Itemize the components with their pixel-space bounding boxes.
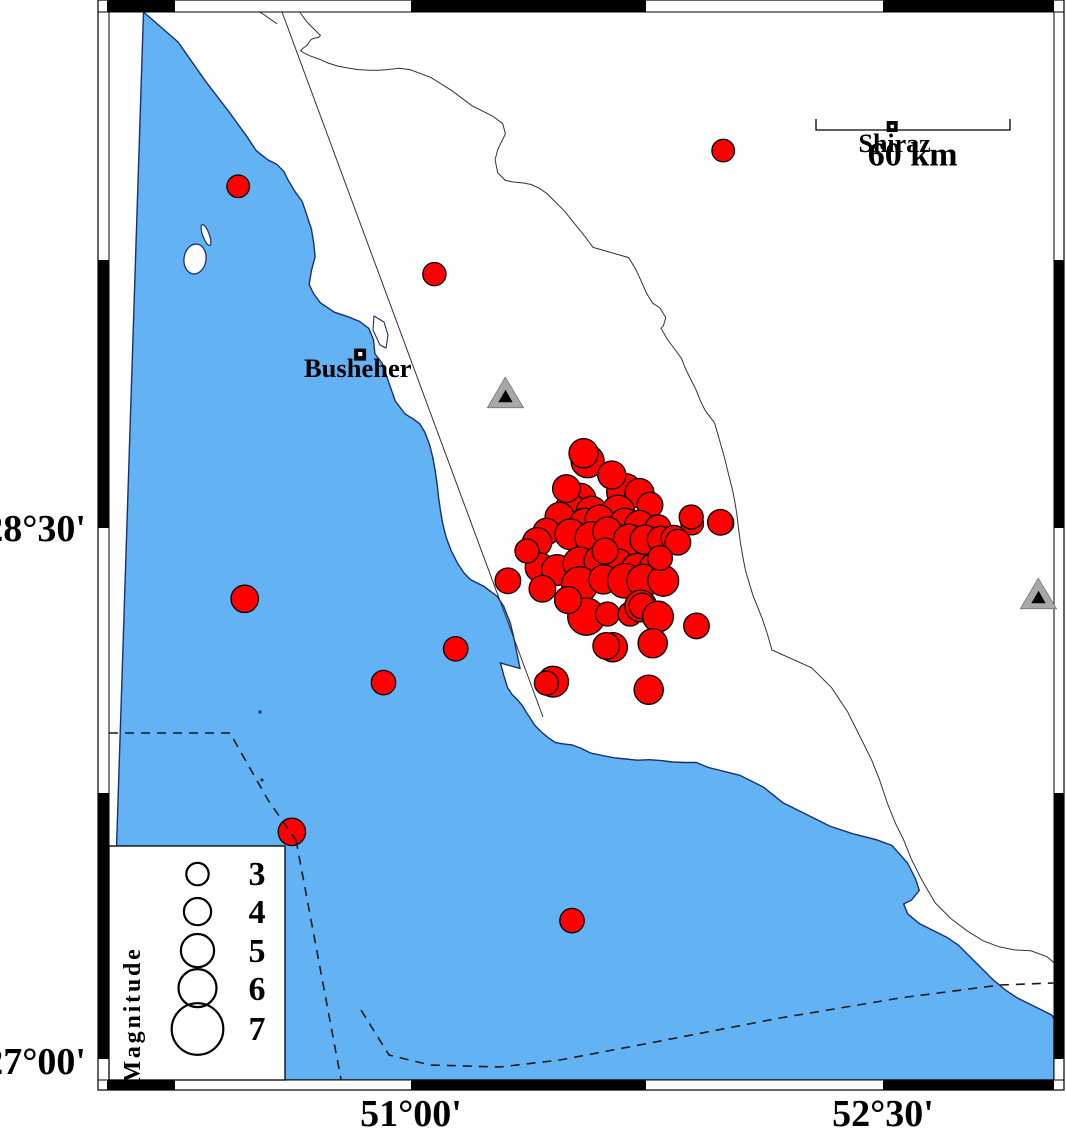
svg-text:4: 4 <box>249 894 266 931</box>
svg-text:52°30': 52°30' <box>832 1093 934 1129</box>
svg-text:Magnitude: Magnitude <box>120 946 146 1083</box>
svg-text:51°00': 51°00' <box>360 1093 462 1129</box>
svg-text:7: 7 <box>249 1011 266 1048</box>
svg-text:5: 5 <box>249 933 266 970</box>
svg-text:6: 6 <box>249 971 266 1008</box>
svg-text:3: 3 <box>249 856 266 893</box>
svg-text:27°00': 27°00' <box>0 1041 86 1083</box>
svg-text:28°30': 28°30' <box>0 508 86 550</box>
svg-text:Busheher: Busheher <box>304 353 412 383</box>
svg-text:60 km: 60 km <box>868 136 958 173</box>
